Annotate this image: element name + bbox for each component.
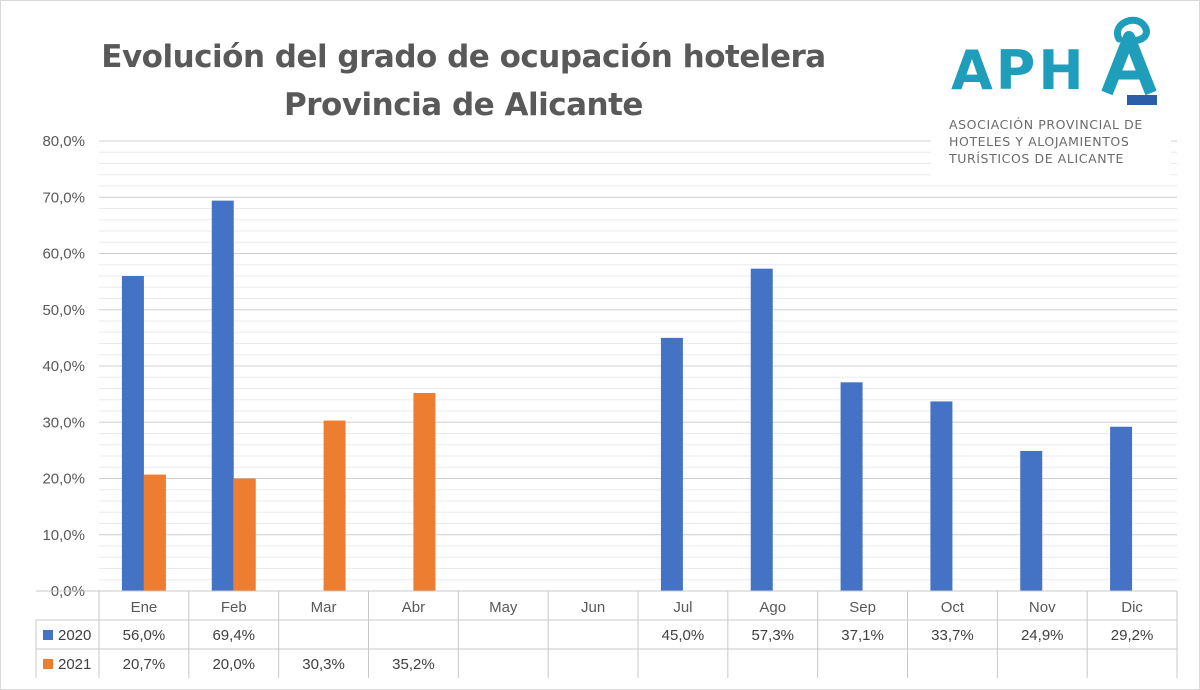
chart-title-line1: Evolución del grado de ocupación hoteler…	[101, 39, 826, 75]
x-tick-label: Ene	[131, 599, 158, 616]
data-label: 35,2%	[392, 656, 435, 673]
logo-text-line1: ASOCIACIÓN PROVINCIAL DE	[949, 117, 1143, 132]
x-tick-label: Nov	[1029, 599, 1056, 616]
svg-text:APH: APH	[951, 39, 1087, 102]
y-tick-label: 20,0%	[42, 471, 85, 488]
chart-title-line2: Provincia de Alicante	[284, 87, 643, 123]
y-tick-label: 40,0%	[42, 358, 85, 375]
bar-2020-Dic	[1110, 426, 1133, 591]
bar-2020-Sep	[840, 382, 863, 591]
logo-text-line3: TURÍSTICOS DE ALICANTE	[949, 151, 1124, 166]
legend-key-2021	[43, 659, 53, 669]
y-tick-label: 10,0%	[42, 527, 85, 544]
bar-2021-Mar	[323, 420, 346, 591]
x-tick-label: Abr	[402, 599, 425, 616]
y-tick-label: 80,0%	[42, 133, 85, 150]
logo-text-line2: HOTELES Y ALOJAMIENTOS	[949, 134, 1130, 149]
data-label: 20,0%	[212, 656, 255, 673]
apha-logo: APH ASOCIACIÓN PROVINCIAL DE HOTELES Y A…	[931, 9, 1171, 179]
data-label: 56,0%	[123, 627, 166, 644]
bar-2020-Ene	[121, 276, 144, 591]
x-tick-label: Sep	[849, 599, 876, 616]
x-tick-label: Ago	[759, 599, 786, 616]
data-label: 20,7%	[123, 656, 166, 673]
y-tick-label: 70,0%	[42, 189, 85, 206]
y-tick-label: 50,0%	[42, 302, 85, 319]
legend-key-2020	[43, 630, 53, 640]
x-tick-label: Dic	[1121, 599, 1143, 616]
bar-2021-Feb	[233, 478, 256, 591]
bar-2020-Ago	[750, 268, 773, 591]
bar-2021-Abr	[413, 393, 436, 591]
bar-2020-Oct	[930, 401, 953, 591]
bar-2020-Jul	[660, 337, 683, 591]
bar-2020-Feb	[211, 200, 234, 591]
data-label: 57,3%	[751, 627, 794, 644]
data-label: 33,7%	[931, 627, 974, 644]
x-tick-label: Mar	[311, 599, 337, 616]
legend-label-2020: 2020	[58, 627, 91, 644]
bar-2021-Ene	[143, 474, 166, 591]
y-tick-label: 30,0%	[42, 414, 85, 431]
x-tick-label: Jun	[581, 599, 605, 616]
data-label: 37,1%	[841, 627, 884, 644]
data-label: 69,4%	[212, 627, 255, 644]
data-label: 30,3%	[302, 656, 345, 673]
logo-subtitle: ASOCIACIÓN PROVINCIAL DE HOTELES Y ALOJA…	[949, 116, 1171, 167]
x-tick-label: Oct	[941, 599, 965, 616]
data-label: 24,9%	[1021, 627, 1064, 644]
data-label: 45,0%	[662, 627, 705, 644]
apha-logo-mark: APH	[951, 16, 1157, 105]
bar-2020-Nov	[1020, 450, 1043, 591]
y-tick-label: 60,0%	[42, 246, 85, 263]
x-tick-label: Jul	[673, 599, 692, 616]
data-label: 29,2%	[1111, 627, 1154, 644]
x-tick-label: Feb	[221, 599, 247, 616]
x-tick-label: May	[489, 599, 518, 616]
legend-label-2021: 2021	[58, 656, 91, 673]
